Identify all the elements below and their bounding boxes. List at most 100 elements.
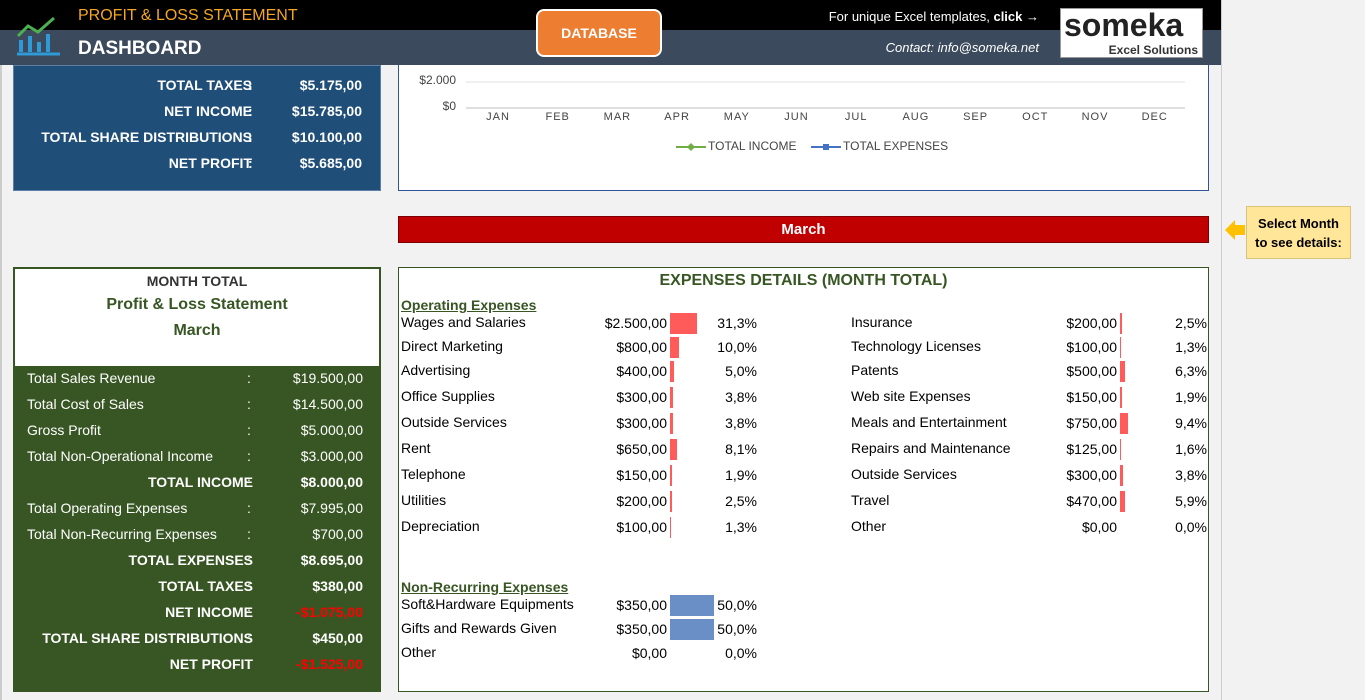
item-bar bbox=[670, 361, 675, 382]
item-bar bbox=[1120, 387, 1122, 408]
item-share: 5,0% bbox=[725, 363, 757, 379]
row-label: TOTAL TAXES bbox=[158, 578, 253, 594]
month-note: Select Month to see details: bbox=[1246, 206, 1351, 259]
item-share: 6,3% bbox=[1175, 363, 1207, 379]
item-share: 50,0% bbox=[717, 621, 757, 637]
item-share: 1,3% bbox=[725, 519, 757, 535]
row-value: $8.695,00 bbox=[300, 552, 363, 568]
item-amount: $750,00 bbox=[1066, 415, 1117, 431]
item-amount: $300,00 bbox=[616, 389, 667, 405]
item-label: Utilities bbox=[401, 492, 447, 508]
app-title: PROFIT & LOSS STATEMENT bbox=[78, 7, 298, 24]
item-amount: $500,00 bbox=[1066, 363, 1117, 379]
item-share: 1,9% bbox=[1175, 389, 1207, 405]
summary-value: $5.175,00 bbox=[299, 77, 362, 93]
item-label: Telephone bbox=[401, 466, 466, 482]
database-button[interactable]: DATABASE bbox=[536, 9, 662, 57]
item-label: Repairs and Maintenance bbox=[851, 440, 1011, 456]
app-subtitle: DASHBOARD bbox=[78, 38, 202, 59]
item-label: Insurance bbox=[851, 314, 913, 330]
item-amount: $150,00 bbox=[1066, 389, 1117, 405]
item-amount: $470,00 bbox=[1066, 493, 1117, 509]
item-share: 3,8% bbox=[725, 415, 757, 431]
title: Profit & Loss Statement bbox=[106, 296, 288, 313]
item-bar bbox=[670, 439, 678, 460]
item-share: 31,3% bbox=[717, 315, 757, 331]
promo-link[interactable]: click → bbox=[993, 9, 1039, 24]
item-share: 2,5% bbox=[1175, 315, 1207, 331]
summary-panel: TOTAL TAXES: $5.175,00 NET INCOME: $15.785,… bbox=[13, 65, 381, 191]
separator: : bbox=[247, 604, 251, 620]
row-value: $7.995,00 bbox=[300, 500, 363, 516]
row-value: $14.500,00 bbox=[292, 396, 363, 412]
item-bar bbox=[670, 337, 679, 358]
item-label: Meals and Entertainment bbox=[851, 414, 1007, 430]
x-tick-label: SEP bbox=[963, 111, 989, 123]
item-bar bbox=[1120, 313, 1123, 334]
item-bar bbox=[1120, 491, 1126, 512]
row-label: Total Non-Operational Income bbox=[27, 448, 213, 464]
logo-icon bbox=[16, 16, 60, 56]
promo[interactable]: For unique Excel templates, click → bbox=[829, 9, 1039, 24]
month: March bbox=[173, 322, 221, 339]
separator: : bbox=[247, 526, 251, 542]
expenses-panel: EXPENSES DETAILS (MONTH TOTAL) Operating… bbox=[398, 267, 1209, 692]
row-label: TOTAL INCOME bbox=[148, 474, 253, 490]
section-title: Operating Expenses bbox=[401, 297, 537, 313]
item-amount: $400,00 bbox=[616, 363, 667, 379]
item-amount: $650,00 bbox=[616, 441, 667, 457]
row-value: -$1.075,00 bbox=[296, 604, 363, 620]
item-label: Other bbox=[401, 644, 437, 660]
row-label: Total Sales Revenue bbox=[27, 370, 156, 386]
item-label: Web site Expenses bbox=[851, 388, 971, 404]
item-label: Wages and Salaries bbox=[401, 314, 526, 330]
legend-label: TOTAL INCOME bbox=[708, 139, 797, 153]
item-amount: $100,00 bbox=[616, 519, 667, 535]
item-bar bbox=[1120, 413, 1129, 434]
x-tick-label: JUL bbox=[844, 111, 868, 123]
month-selector[interactable]: March bbox=[398, 216, 1209, 243]
note-line: to see details: bbox=[1255, 235, 1342, 250]
row-label: NET PROFIT bbox=[169, 656, 253, 672]
item-share: 0,0% bbox=[725, 645, 757, 661]
item-label: Technology Licenses bbox=[851, 338, 981, 354]
item-bar bbox=[670, 517, 672, 538]
item-share: 10,0% bbox=[717, 339, 757, 355]
row-value: $5.000,00 bbox=[300, 422, 363, 438]
summary-value: $5.685,00 bbox=[299, 155, 362, 171]
item-share: 9,4% bbox=[1175, 415, 1207, 431]
separator: : bbox=[247, 370, 251, 386]
item-label: Office Supplies bbox=[401, 388, 495, 404]
x-tick-label: OCT bbox=[1022, 111, 1049, 123]
item-bar bbox=[1120, 337, 1122, 358]
separator: : bbox=[248, 129, 253, 145]
separator: : bbox=[248, 77, 253, 93]
summary-value: $10.100,00 bbox=[291, 129, 362, 145]
arrow bbox=[1225, 220, 1245, 240]
section-title: Non-Recurring Expenses bbox=[401, 579, 569, 595]
separator: : bbox=[247, 396, 251, 412]
divider bbox=[1221, 0, 1222, 700]
promo-text: For unique Excel templates, bbox=[828, 9, 990, 24]
y-tick-label: $0 bbox=[442, 99, 456, 113]
item-amount: $300,00 bbox=[616, 415, 667, 431]
item-label: Patents bbox=[851, 362, 899, 378]
month-total-panel: Total Sales Revenue: $19.500,00 Total Cost… bbox=[13, 366, 381, 692]
row-label: Total Non-Recurring Expenses bbox=[27, 526, 217, 542]
item-label: Direct Marketing bbox=[401, 338, 503, 354]
item-label: Soft&Hardware Equipments bbox=[401, 596, 574, 612]
row-value: $380,00 bbox=[312, 578, 363, 594]
item-bar bbox=[670, 595, 714, 616]
item-share: 0,0% bbox=[1175, 519, 1207, 535]
separator: : bbox=[248, 155, 253, 171]
separator: : bbox=[247, 656, 251, 672]
item-amount: $200,00 bbox=[1066, 315, 1117, 331]
item-amount: $0,00 bbox=[631, 645, 667, 661]
legend-marker bbox=[823, 144, 829, 150]
item-amount: $2.500,00 bbox=[604, 315, 667, 331]
someka-logo[interactable]: someka Excel Solutions bbox=[1060, 7, 1203, 58]
item-amount: $350,00 bbox=[616, 621, 667, 637]
item-share: 3,8% bbox=[725, 389, 757, 405]
x-tick-label: NOV bbox=[1081, 111, 1109, 123]
